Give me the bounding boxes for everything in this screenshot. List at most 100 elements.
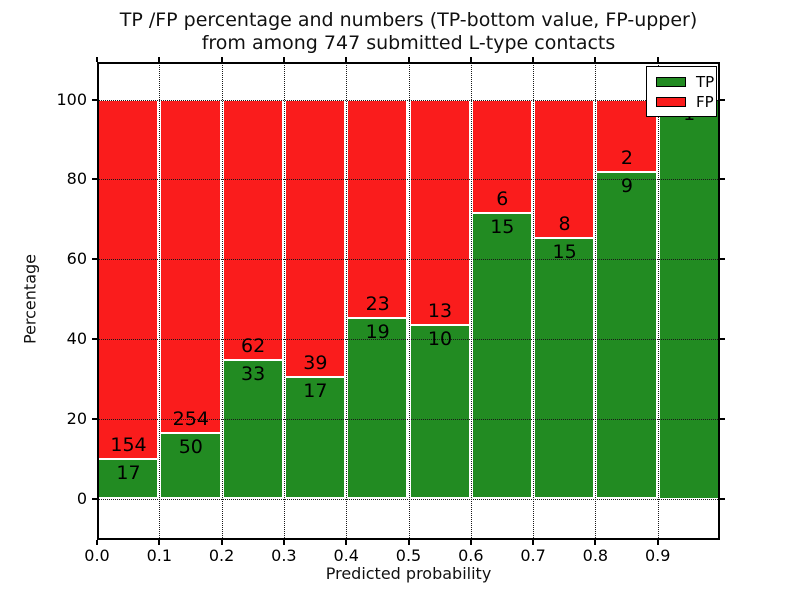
y-tick-label: 40 [66,328,87,348]
fp-count-label: 62 [241,334,266,357]
x-gridline [408,62,410,540]
bar-segment-tp [409,325,470,499]
x-tick-mark [158,540,161,545]
bar-segment-tp [347,317,408,499]
bar-segment-tp [284,377,346,499]
tp-count-label: 50 [178,435,203,458]
bar-segment-tp [98,458,159,499]
x-tick-label: 0.4 [333,546,359,565]
tp-count-label: 33 [241,362,266,385]
x-tick-mark-top [469,57,472,62]
plot-area: TP FP 17 154 50 254 33 62 17 39 19 23 10 13 15 6 15 8 9 2 1… [56,57,725,565]
y-tick-mark [92,417,97,420]
fp-count-label: 2 [620,147,633,170]
fp-count-label: 254 [172,407,209,430]
chart-title-line2: from among 747 submitted L-type contacts [201,32,616,54]
fp-count-label: 8 [558,213,571,236]
bar-segment-fp [222,99,283,360]
legend-label-tp: TP [696,73,715,91]
y-tick-mark-right [720,497,725,500]
legend-swatch-tp [656,77,686,87]
chart-title-line1: TP /FP percentage and numbers (TP-bottom… [119,9,698,31]
y-tick-mark [92,98,97,101]
x-tick-mark-top [656,57,659,62]
x-gridline [595,62,597,540]
x-tick-mark [407,540,410,545]
x-tick-label: 0.0 [84,546,110,565]
bar-segment-fp [471,99,533,214]
x-gridline [346,62,348,540]
fp-count-label: 6 [496,188,509,211]
x-tick-mark-top [282,57,285,62]
x-tick-mark-top [158,57,161,62]
tp-count-label: 15 [552,241,577,264]
tp-count-label: 15 [490,216,515,239]
y-gridline [97,179,720,181]
legend-swatch-fp [656,97,686,107]
x-tick-mark [469,540,472,545]
x-tick-label: 0.7 [520,546,546,565]
bar-segment-fp [596,99,657,173]
tp-count-label: 19 [365,320,390,343]
bar-segment-tp [534,238,595,499]
y-tick-label: 0 [76,488,87,508]
x-tick-mark-top [532,57,535,62]
x-axis-label: Predicted probability [325,564,492,583]
y-gridline [97,338,720,340]
x-tick-mark [282,540,285,545]
x-tick-mark-top [407,57,410,62]
y-gridline [97,418,720,420]
x-tick-label: 0.8 [582,546,609,565]
legend-item-tp: TP [647,72,716,92]
fp-count-label: 39 [303,352,328,375]
x-gridline [283,62,285,540]
x-tick-mark-top [220,57,223,62]
tp-count-label: 9 [620,175,633,198]
bar-segment-fp [284,99,346,378]
tp-count-label: 10 [427,328,453,350]
fp-count-label: 154 [110,433,147,456]
y-tick-mark-right [720,98,725,101]
y-tick-label: 20 [66,408,87,428]
y-tick-mark-right [720,258,725,261]
x-tick-label: 0.1 [146,546,173,565]
x-tick-label: 0.9 [644,546,671,565]
x-tick-mark [656,540,659,545]
legend: TP FP [646,66,717,117]
x-gridline [159,62,161,540]
bar-segment-tp [471,213,533,499]
bar-segment-fp [409,99,470,325]
bar-segment-fp [98,99,159,459]
x-tick-mark-top [594,57,597,62]
bar-segment-fp [160,99,221,433]
x-tick-mark-top [96,57,98,62]
y-gridline [97,498,720,500]
y-tick-mark-right [720,417,725,420]
y-tick-mark [92,337,97,340]
y-tick-mark [92,258,97,261]
y-gridline [97,259,720,261]
y-tick-label: 60 [66,249,87,269]
bar-segment-tp [658,99,719,499]
fp-count-label: 23 [365,292,390,315]
y-tick-mark-right [720,178,725,181]
y-tick-label: 100 [56,89,87,109]
fp-count-label: 13 [427,300,453,322]
bar-segment-tp [160,432,221,499]
x-tick-label: 0.6 [458,546,484,565]
x-tick-mark [220,540,223,545]
y-tick-mark-right [720,337,725,340]
x-tick-mark [96,540,98,545]
tp-count-label: 17 [303,380,328,403]
bar-segment-fp [534,99,595,239]
y-tick-mark [92,178,97,181]
y-tick-label: 80 [66,169,87,189]
x-tick-mark [345,540,348,545]
tp-count-label: 17 [116,461,141,484]
x-gridline [470,62,472,540]
x-gridline [533,62,535,540]
x-tick-label: 0.2 [208,546,235,565]
legend-item-fp: FP [647,92,716,112]
y-tick-mark [92,497,97,500]
